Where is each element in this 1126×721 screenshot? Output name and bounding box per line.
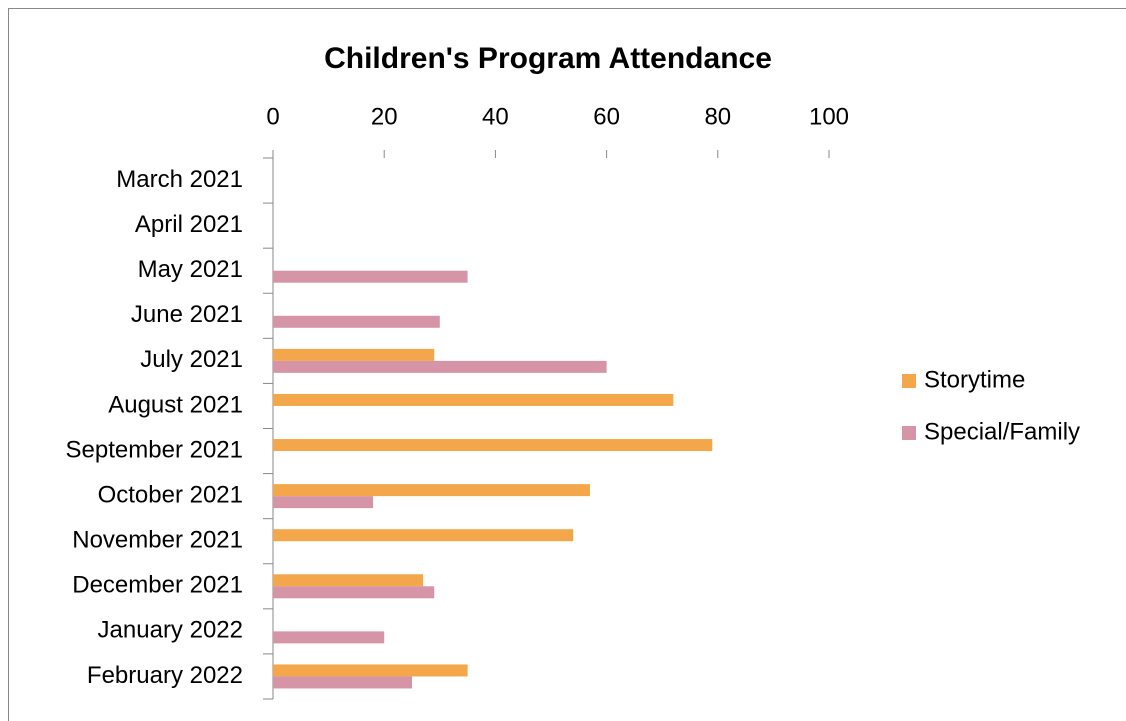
x-tick-label: 0 <box>266 103 279 130</box>
legend-swatch <box>902 374 916 388</box>
bar <box>273 631 385 644</box>
y-tick-label: August 2021 <box>108 391 243 418</box>
legend-label: Storytime <box>924 366 1025 393</box>
y-tick-label: September 2021 <box>66 436 243 463</box>
y-tick-label: January 2022 <box>98 617 243 644</box>
y-tick-label: November 2021 <box>72 527 243 554</box>
legend-label: Special/Family <box>924 418 1080 445</box>
bar <box>273 270 468 283</box>
bar <box>273 393 674 406</box>
y-tick-label: May 2021 <box>138 256 243 283</box>
bar <box>273 315 440 328</box>
y-tick-label: July 2021 <box>140 346 243 373</box>
y-tick-label: April 2021 <box>135 211 243 238</box>
y-tick-label: December 2021 <box>72 572 243 599</box>
legend-swatch <box>902 426 916 440</box>
bar <box>273 484 590 497</box>
bar <box>273 496 374 509</box>
bar <box>273 574 424 587</box>
bar <box>273 529 574 542</box>
bar <box>273 586 435 599</box>
chart-title: Children's Program Attendance <box>324 42 772 75</box>
y-tick-label: June 2021 <box>131 301 243 328</box>
y-tick-label: March 2021 <box>116 166 243 193</box>
x-tick-label: 20 <box>371 103 398 130</box>
bar <box>273 360 607 373</box>
x-tick-label: 60 <box>593 103 620 130</box>
bar <box>273 348 435 361</box>
x-tick-label: 80 <box>704 103 731 130</box>
bar <box>273 676 412 689</box>
y-tick-label: October 2021 <box>98 481 243 508</box>
bar <box>273 664 468 677</box>
x-tick-label: 40 <box>482 103 509 130</box>
x-tick-label: 100 <box>809 103 849 130</box>
bar <box>273 439 713 452</box>
y-tick-label: February 2022 <box>87 662 243 689</box>
